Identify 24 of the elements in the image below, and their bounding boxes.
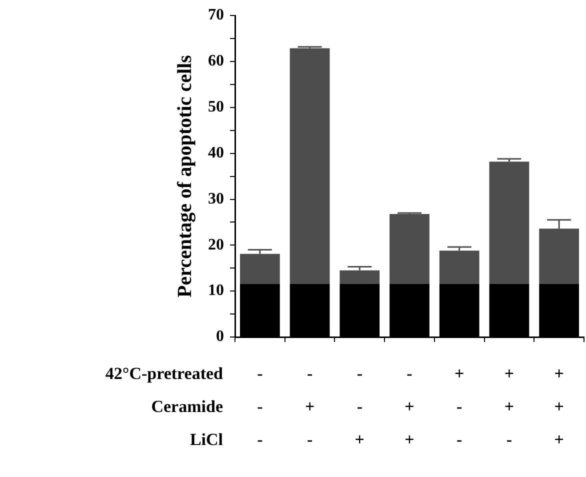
x-tick-label: - - - [257,364,264,449]
x-tick-label: - + - [304,364,315,449]
bar [489,162,530,284]
y-tick-label: 40 [208,144,224,162]
text: Ceramide [151,396,224,416]
y-tick-label: 20 [208,236,224,254]
x-tick-label: - + + [404,364,414,449]
bar [439,250,480,284]
y-tick-label: 0 [216,328,224,346]
x-tick-label: - - + [354,364,364,449]
bar [290,48,330,284]
y-tick-label: 30 [208,190,224,208]
bar [390,214,430,284]
y-tick-label: 70 [208,6,224,24]
text: 42°C-pretreated [105,364,224,383]
bar [340,270,380,284]
x-tick-label: + + - [504,364,514,449]
y-tick-label: 60 [208,52,224,70]
x-tick-label: + + + [554,364,564,449]
x-tick-label: + - - [454,364,464,449]
y-tick-label: 50 [208,98,224,116]
y-axis-title: Percentage of apoptotic cells [174,54,196,298]
y-tick-label: 10 [208,282,224,300]
text: LiCl [190,430,224,449]
